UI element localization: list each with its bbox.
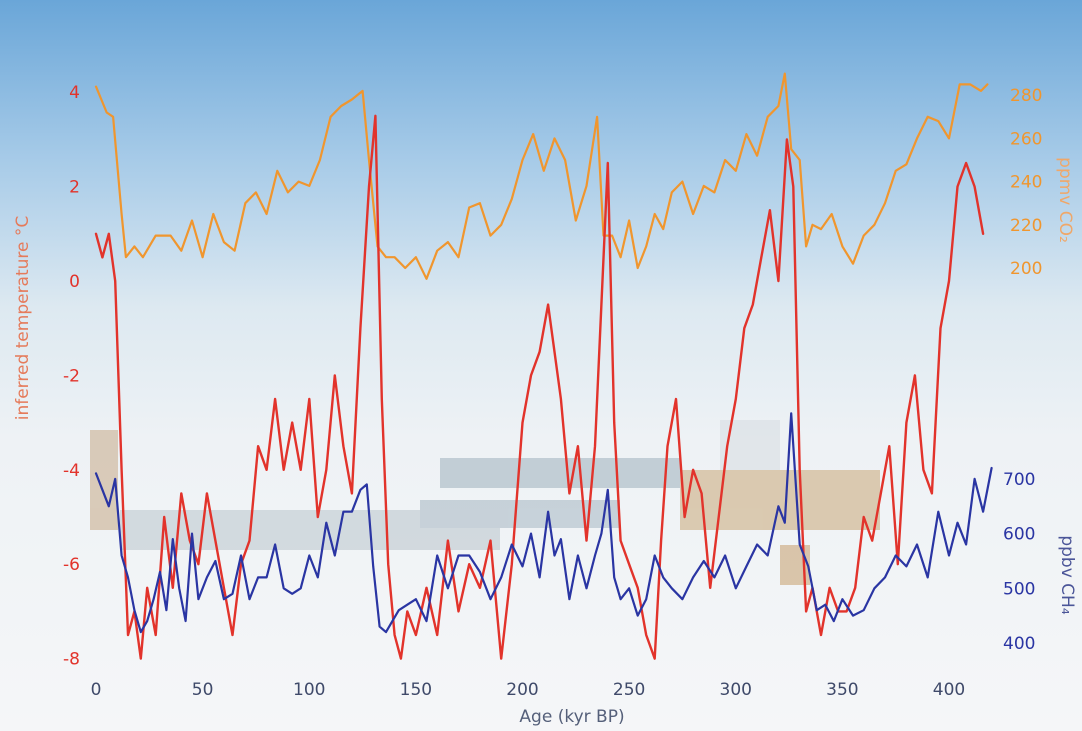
- ch4-tick-label: 500: [1003, 579, 1035, 599]
- co2-tick-label: 200: [1010, 259, 1042, 279]
- temperature-tick-label: -6: [63, 555, 80, 575]
- x-tick-label: 400: [933, 680, 965, 700]
- ch4-tick-label: 400: [1003, 634, 1035, 654]
- ch4-axis-title: ppbv CH₄: [1057, 535, 1077, 614]
- x-tick-label: 200: [506, 680, 538, 700]
- x-tick-label: 0: [91, 680, 102, 700]
- research-station-backdrop: [90, 420, 880, 585]
- co2-tick-label: 260: [1010, 129, 1042, 149]
- x-tick-label: 250: [613, 680, 645, 700]
- ch4-tick-label: 600: [1003, 525, 1035, 545]
- temperature-axis-title: inferred temperature °C: [13, 216, 33, 421]
- series-line-ch4: [94, 412, 993, 634]
- co2-tick-label: 220: [1010, 216, 1042, 236]
- series-line-temperature: [94, 114, 985, 660]
- x-tick-label: 150: [400, 680, 432, 700]
- x-tick-label: 100: [293, 680, 325, 700]
- temperature-tick-label: 0: [69, 272, 80, 292]
- x-tick-label: 300: [720, 680, 752, 700]
- co2-tick-label: 280: [1010, 86, 1042, 106]
- x-axis-title: Age (kyr BP): [519, 707, 624, 727]
- co2-axis-title: ppmv CO₂: [1055, 157, 1075, 243]
- temperature-tick-label: -8: [63, 650, 80, 670]
- temperature-tick-label: 2: [69, 178, 80, 198]
- ch4-tick-label: 700: [1003, 470, 1035, 490]
- temperature-tick-label: -2: [63, 366, 80, 386]
- x-tick-label: 350: [826, 680, 858, 700]
- temperature-tick-label: -4: [63, 461, 80, 481]
- series-line-co2: [94, 72, 989, 280]
- co2-tick-label: 240: [1010, 173, 1042, 193]
- temperature-tick-label: 4: [69, 83, 80, 103]
- x-tick-label: 50: [192, 680, 214, 700]
